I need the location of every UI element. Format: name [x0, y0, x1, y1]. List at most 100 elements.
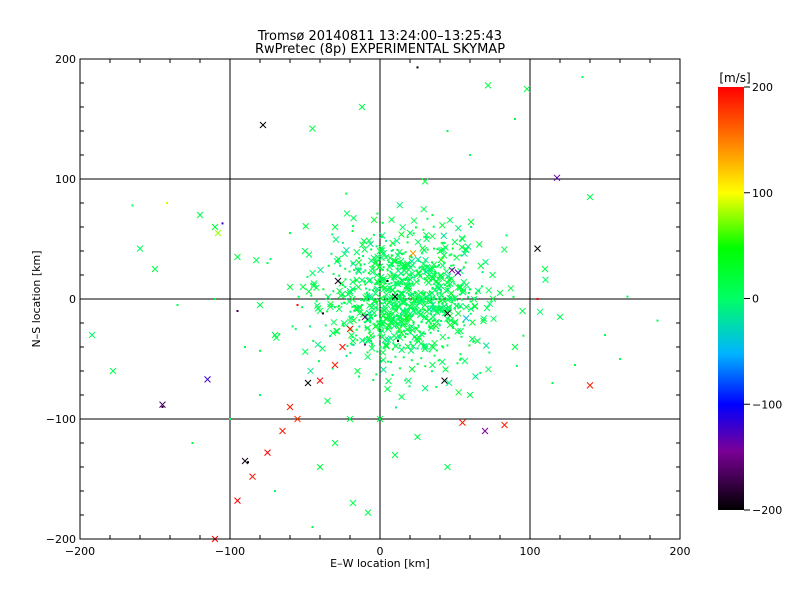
data-point-x	[436, 247, 444, 255]
data-point-x	[409, 326, 416, 334]
data-point-dot	[380, 319, 383, 322]
data-point-dot	[392, 274, 395, 277]
data-point-x	[438, 221, 446, 229]
data-point-x	[399, 307, 407, 315]
data-point-x	[454, 328, 462, 335]
data-point-x	[404, 260, 411, 267]
data-point-dot	[417, 324, 420, 327]
data-point-dot	[397, 260, 400, 263]
data-point-dot	[368, 331, 371, 334]
data-point-x	[350, 316, 357, 324]
data-point-dot	[176, 304, 179, 306]
data-point-dot	[451, 247, 454, 250]
data-point-dot	[397, 294, 400, 297]
data-point-dot	[389, 270, 392, 273]
data-point-dot	[383, 299, 386, 302]
data-point-x	[399, 263, 407, 270]
data-point-x	[304, 379, 312, 387]
data-point-dot	[426, 217, 429, 220]
data-point-dot	[401, 299, 404, 302]
data-point-x	[330, 318, 338, 326]
data-point-x	[371, 298, 378, 306]
data-point-dot	[463, 324, 466, 327]
data-point-x	[151, 265, 159, 273]
data-point-x	[387, 318, 395, 326]
data-point-dot	[392, 312, 395, 315]
data-point-dot	[364, 269, 367, 272]
data-point-dot	[380, 360, 383, 363]
data-point-dot	[344, 267, 347, 270]
data-point-x	[341, 250, 348, 258]
data-point-dot	[386, 269, 389, 272]
data-point-dot	[322, 312, 324, 315]
data-point-dot	[391, 242, 394, 245]
data-point-x	[467, 218, 475, 226]
data-point-x	[349, 278, 357, 286]
data-point-x	[409, 250, 417, 257]
x-axis-label: E–W location [km]	[330, 557, 430, 570]
data-point-dot	[432, 225, 435, 228]
data-point-dot	[416, 362, 419, 365]
data-point-x	[496, 289, 504, 297]
data-point-dot	[431, 214, 434, 216]
data-point-dot	[369, 313, 372, 316]
data-point-x	[414, 292, 421, 300]
data-point-dot	[344, 285, 347, 288]
data-point-dot	[380, 309, 383, 312]
data-point-x	[419, 260, 427, 268]
data-point-x	[519, 307, 526, 315]
data-point-dot	[448, 284, 451, 287]
y-axis-ticks: −200 −100 0 100 200	[46, 53, 680, 546]
data-point-x	[354, 283, 362, 291]
data-point-dot	[408, 385, 411, 388]
data-point-x	[556, 313, 564, 321]
data-point-x	[392, 279, 400, 287]
data-point-x	[462, 303, 470, 311]
data-point-dot	[387, 261, 390, 264]
data-point-x	[348, 331, 355, 339]
data-point-x	[394, 320, 402, 328]
data-point-x	[370, 254, 378, 262]
data-point-dot	[359, 264, 362, 267]
data-point-dot	[423, 297, 426, 300]
data-point-dot	[375, 306, 378, 309]
data-point-dot	[366, 335, 369, 338]
data-point-x	[305, 288, 313, 295]
data-point-x	[403, 283, 410, 291]
data-point-x	[307, 367, 314, 375]
data-point-x	[440, 232, 448, 240]
data-point-dot	[374, 282, 377, 285]
x-tick-label: 200	[670, 545, 691, 558]
data-point-dot	[400, 324, 403, 327]
chart-subtitle: RwPretec (8p) EXPERIMENTAL SKYMAP	[255, 42, 505, 57]
data-point-dot	[409, 285, 412, 288]
y-tick-label: 200	[55, 53, 76, 66]
data-point-x	[399, 277, 406, 285]
data-point-dot	[398, 334, 401, 337]
data-point-x	[475, 241, 483, 248]
data-point-x	[353, 248, 361, 256]
data-point-dot	[437, 359, 440, 362]
data-point-x	[319, 345, 326, 352]
data-point-x	[429, 322, 436, 330]
data-point-dot	[357, 267, 360, 270]
data-point-x	[460, 278, 468, 286]
y-tick-label: 0	[69, 293, 76, 306]
data-point-dot	[446, 344, 449, 347]
data-point-dot	[395, 308, 398, 311]
data-point-x	[378, 232, 386, 239]
data-point-dot	[446, 130, 449, 132]
data-point-dot	[469, 154, 471, 156]
data-point-dot	[405, 319, 408, 322]
x-tick-label: 0	[377, 545, 384, 558]
data-point-x	[500, 246, 508, 253]
data-point-dot	[466, 296, 469, 299]
data-point-x	[324, 397, 331, 405]
data-point-dot	[410, 324, 413, 327]
data-point-dot	[448, 254, 451, 257]
data-point-dot	[460, 298, 463, 301]
data-point-x	[474, 337, 481, 345]
data-point-dot	[355, 328, 358, 331]
data-point-dot	[396, 248, 399, 251]
data-point-x	[461, 250, 468, 257]
